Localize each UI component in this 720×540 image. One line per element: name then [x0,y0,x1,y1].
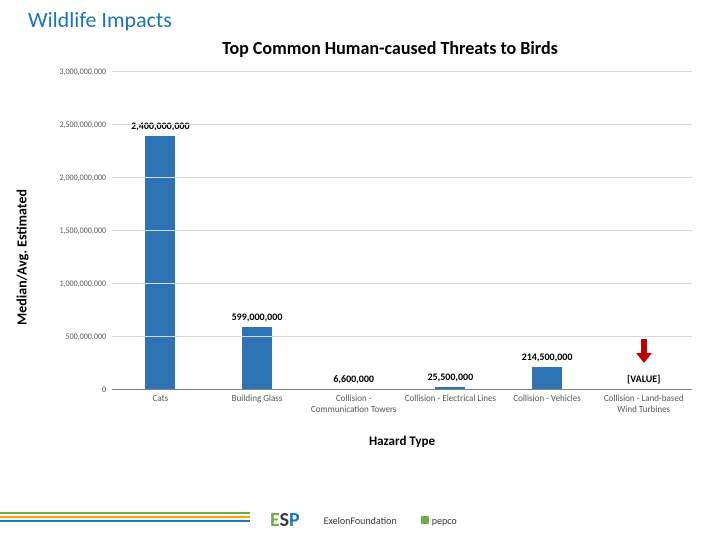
esp-e: E [270,508,280,532]
y-tick-label: 1,000,000,000 [59,279,106,289]
x-axis-label: Hazard Type [112,434,692,449]
bar-slot: 6,600,000 [305,72,402,390]
pepco-text: pepco [432,514,457,527]
bar-value-label: 214,500,000 [522,350,573,363]
gridline [112,336,692,337]
page: Wildlife Impacts Top Common Human-caused… [0,0,720,540]
gridline [112,124,692,125]
bar-slot: [VALUE] [595,72,692,390]
x-tick-label: Collision - Vehicles [499,394,596,416]
x-tick-label: Building Glass [209,394,306,416]
esp-s: S [280,508,289,532]
x-tick-labels: CatsBuilding GlassCollision - Communicat… [112,394,692,416]
x-tick-label: Collision - Land-based Wind Turbines [595,394,692,416]
y-tick-label: 1,500,000,000 [59,226,106,236]
bar-value-label: 6,600,000 [333,372,374,385]
footer: ESP ExelonFoundation pepco [0,494,720,540]
bar-slot: 2,400,000,000 [112,72,209,390]
footer-logos: ESP ExelonFoundation pepco [270,508,457,532]
gridline [112,230,692,231]
y-tick-label: 500,000,000 [66,332,106,342]
bar-slot: 599,000,000 [209,72,306,390]
bar-value-label: 599,000,000 [232,310,283,323]
x-tick-label: Cats [112,394,209,416]
esp-logo-text: ESP [270,508,300,532]
chart-title: Top Common Human-caused Threats to Birds [0,35,720,65]
bar [145,136,175,390]
gridline [112,71,692,72]
bars-container: 2,400,000,000 599,000,000 6,600,000 25,500,… [112,72,692,390]
axis-baseline [112,389,692,390]
footer-stripe [0,520,250,522]
bar-value-label: [VALUE] [627,372,660,385]
bar-slot: 214,500,000 [499,72,596,390]
highlight-arrow-icon [636,339,652,367]
esp-p: P [289,508,300,532]
pepco-logo: pepco [421,514,457,527]
bar-value-label: 25,500,000 [427,370,473,383]
footer-stripes [0,512,250,524]
esp-logo: ESP [270,508,300,532]
bar-slot: 25,500,000 [402,72,499,390]
page-title: Wildlife Impacts [0,0,720,35]
plot-region: 2,400,000,000 599,000,000 6,600,000 25,500,… [112,72,692,390]
y-tick-label: 0 [102,385,106,395]
pepco-dot-icon [421,516,429,524]
x-tick-label: Collision - Electrical Lines [402,394,499,416]
y-tick-label: 2,500,000,000 [59,120,106,130]
footer-stripe [0,512,250,514]
chart-area: Median/Avg. Estimated 2,400,000,000599,0… [28,64,700,450]
footer-stripe [0,516,250,518]
bar-value-label: 2,400,000,000 [131,119,189,132]
gridline [112,177,692,178]
exelon-logo: ExelonFoundation [324,514,397,527]
y-tick-label: 3,000,000,000 [59,67,106,77]
y-tick-label: 2,000,000,000 [59,173,106,183]
y-axis-label: Median/Avg. Estimated [14,189,31,325]
gridline [112,283,692,284]
bar [532,367,562,390]
x-tick-label: Collision - Communication Towers [305,394,402,416]
